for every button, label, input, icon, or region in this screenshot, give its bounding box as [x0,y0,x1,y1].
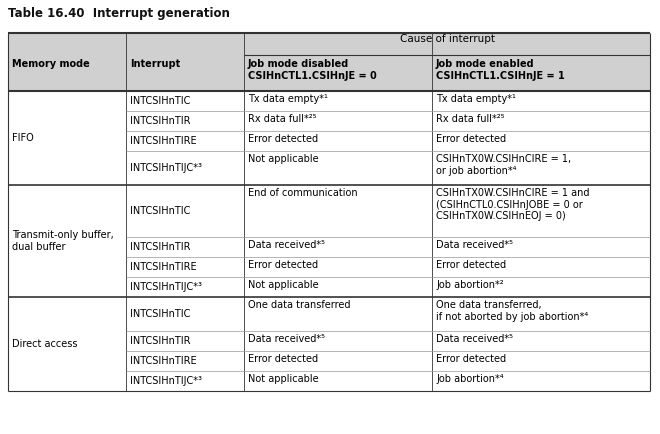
Text: INTCSIHnTIJC*³: INTCSIHnTIJC*³ [130,163,202,173]
Text: Data received*⁵: Data received*⁵ [436,240,513,250]
Text: Error detected: Error detected [248,134,318,144]
Text: Not applicable: Not applicable [248,154,319,164]
Bar [8,111,650,131]
Text: Direct access: Direct access [12,339,77,349]
Text: Transmit-only buffer,
dual buffer: Transmit-only buffer, dual buffer [12,230,114,252]
Bar [8,131,650,151]
Text: INTCSIHnTIJC*³: INTCSIHnTIJC*³ [130,282,202,292]
Text: Error detected: Error detected [436,134,506,144]
Text: INTCSIHnTIRE: INTCSIHnTIRE [130,356,197,366]
Bar [8,33,244,55]
Text: Job mode disabled
CSIHnCTL1.CSIHnJE = 0: Job mode disabled CSIHnCTL1.CSIHnJE = 0 [248,59,377,81]
Bar [8,297,650,331]
Bar [8,257,650,277]
Text: Job abortion*²: Job abortion*² [436,280,504,290]
Text: Error detected: Error detected [248,354,318,364]
Text: Data received*⁵: Data received*⁵ [436,334,513,344]
Bar [8,331,650,351]
Text: Error detected: Error detected [436,260,506,270]
Bar [8,33,650,91]
Text: INTCSIHnTIC: INTCSIHnTIC [130,96,190,106]
Text: INTCSIHnTIR: INTCSIHnTIR [130,116,191,126]
Text: INTCSIHnTIRE: INTCSIHnTIRE [130,136,197,146]
Bar [8,277,650,297]
Text: One data transferred: One data transferred [248,300,350,310]
Text: INTCSIHnTIC: INTCSIHnTIC [130,206,190,216]
Text: CSIHnTX0W.CSIHnCIRE = 1,
or job abortion*⁴: CSIHnTX0W.CSIHnCIRE = 1, or job abortion… [436,154,571,176]
Text: Table 16.40  Interrupt generation: Table 16.40 Interrupt generation [8,7,230,20]
Text: INTCSIHnTIR: INTCSIHnTIR [130,336,191,346]
Text: INTCSIHnTIR: INTCSIHnTIR [130,242,191,252]
Text: Data received*⁵: Data received*⁵ [248,334,325,344]
Text: Not applicable: Not applicable [248,280,319,290]
Text: Job mode enabled
CSIHnCTL1.CSIHnJE = 1: Job mode enabled CSIHnCTL1.CSIHnJE = 1 [436,59,565,81]
Text: One data transferred,
if not aborted by job abortion*⁴: One data transferred, if not aborted by … [436,300,588,322]
Text: FIFO: FIFO [12,133,34,143]
Text: Data received*⁵: Data received*⁵ [248,240,325,250]
Text: Job abortion*⁴: Job abortion*⁴ [436,374,504,384]
Text: Cause of interrupt: Cause of interrupt [399,34,494,44]
Text: Error detected: Error detected [248,260,318,270]
Text: CSIHnTX0W.CSIHnCIRE = 1 and
(CSIHnCTL0.CSIHnJOBE = 0 or
CSIHnTX0W.CSIHnEOJ = 0): CSIHnTX0W.CSIHnCIRE = 1 and (CSIHnCTL0.C… [436,188,589,221]
Text: Not applicable: Not applicable [248,374,319,384]
Bar [8,351,650,371]
Text: Rx data full*²⁵: Rx data full*²⁵ [436,114,504,124]
Text: Memory mode: Memory mode [12,59,90,69]
Text: Error detected: Error detected [436,354,506,364]
Text: Tx data empty*¹: Tx data empty*¹ [436,94,516,104]
Text: INTCSIHnTIRE: INTCSIHnTIRE [130,262,197,272]
Text: INTCSIHnTIC: INTCSIHnTIC [130,309,190,319]
Text: Rx data full*²⁵: Rx data full*²⁵ [248,114,317,124]
Bar [8,237,650,257]
Text: End of communication: End of communication [248,188,358,198]
Bar [8,185,650,237]
Text: Interrupt: Interrupt [130,59,180,69]
Text: INTCSIHnTIJC*³: INTCSIHnTIJC*³ [130,376,202,386]
Bar [8,151,650,185]
Bar [8,371,650,391]
Bar [8,91,650,111]
Text: Tx data empty*¹: Tx data empty*¹ [248,94,328,104]
